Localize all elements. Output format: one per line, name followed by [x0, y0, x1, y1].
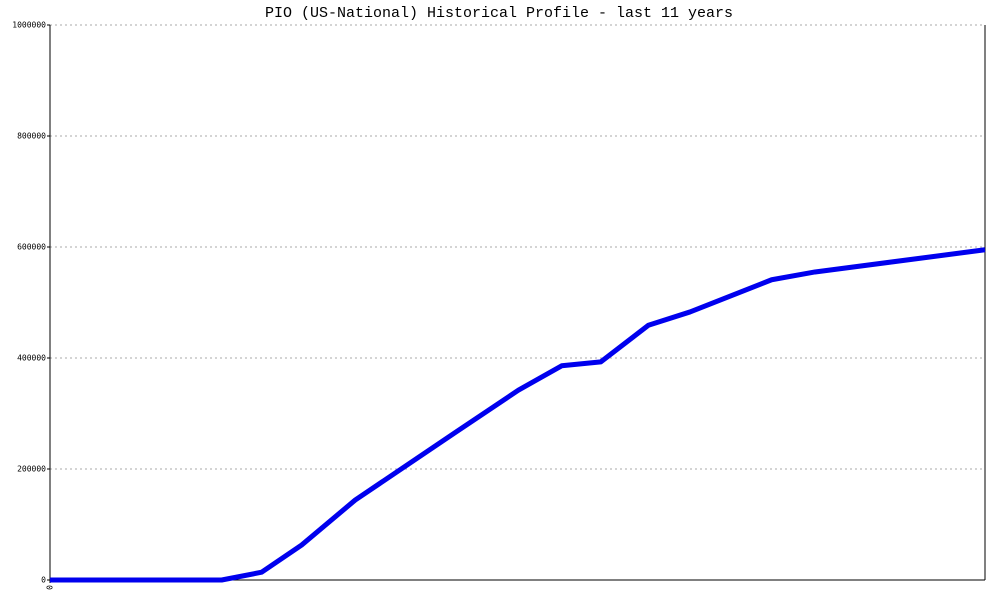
y-tick-label: 200000 — [17, 465, 46, 474]
x-tick-label: 0 — [46, 585, 55, 590]
y-tick-label: 1000000 — [12, 21, 46, 30]
y-tick-label: 800000 — [17, 132, 46, 141]
chart-title: PIO (US-National) Historical Profile - l… — [265, 5, 733, 22]
y-tick-label: 600000 — [17, 243, 46, 252]
data-line — [50, 247, 986, 583]
y-tick-label: 400000 — [17, 354, 46, 363]
y-tick-label: 0 — [41, 576, 46, 585]
